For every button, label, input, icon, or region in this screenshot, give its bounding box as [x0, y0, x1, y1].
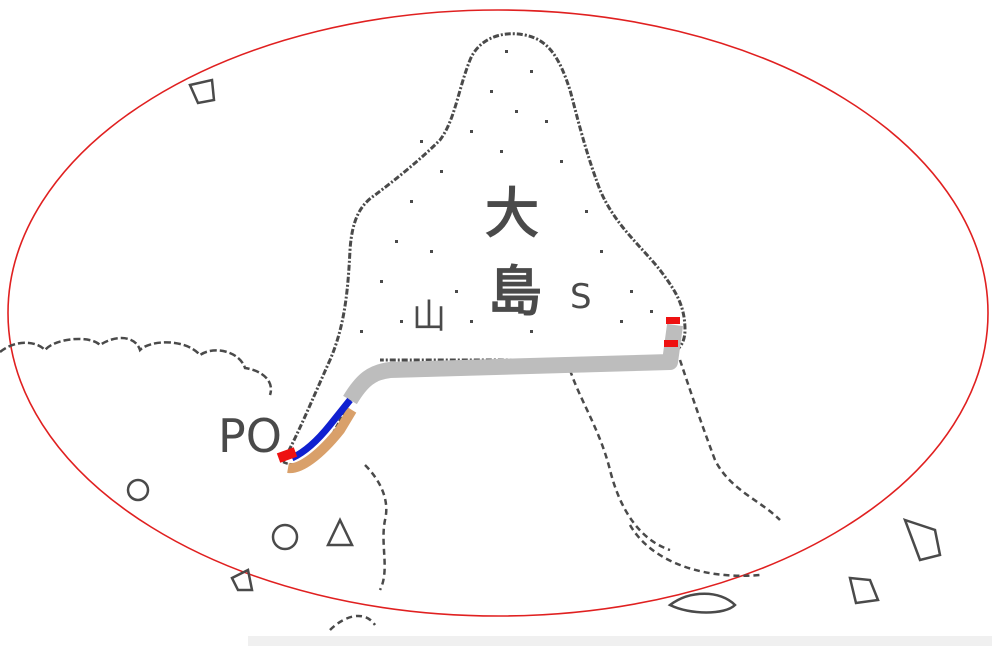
island-label-char-2: 島 [488, 260, 542, 323]
road-main [343, 323, 683, 405]
numeral-label: S [570, 277, 592, 317]
island-coastline [281, 32, 687, 463]
highlight-ellipse [7, 9, 989, 617]
terrain-dots [360, 50, 653, 333]
red-route-endpoint-icon[interactable] [664, 340, 678, 347]
bottom-center-coast [329, 464, 388, 631]
bottom-strip [248, 636, 992, 646]
islets [126, 78, 942, 614]
mountain-label: 山 [412, 297, 446, 337]
red-route-endpoint-icon[interactable] [276, 447, 298, 463]
left-coast-bumps [0, 336, 273, 396]
po-label: PO [218, 409, 282, 463]
south-peninsula-coast [568, 359, 781, 577]
route-tan-segment [287, 407, 357, 474]
red-route-endpoint-icon[interactable] [666, 317, 680, 324]
island-label-char-1: 大 [485, 182, 539, 245]
